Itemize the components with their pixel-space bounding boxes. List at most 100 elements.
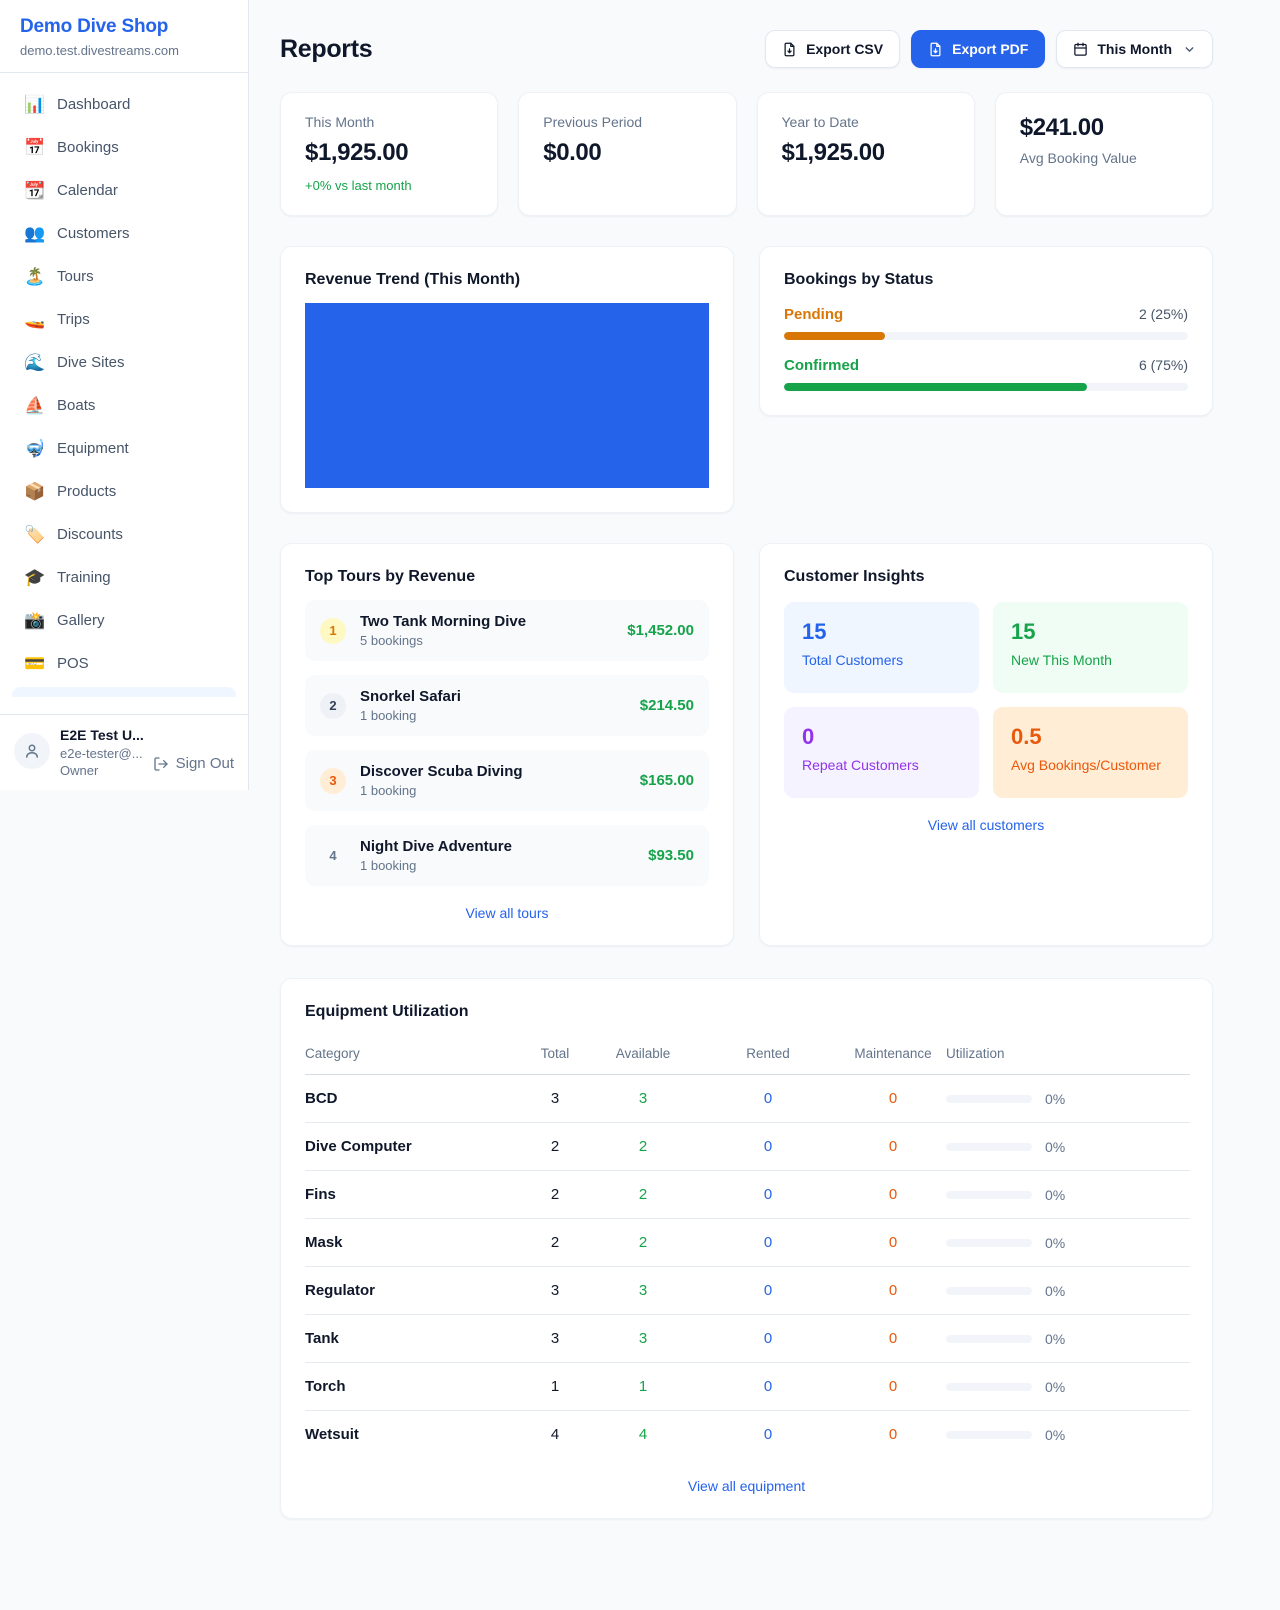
tile-label: New This Month (1011, 652, 1112, 668)
sidebar-item-label: Products (57, 483, 117, 500)
period-dropdown[interactable]: This Month (1056, 30, 1213, 68)
stat-value: $0.00 (543, 139, 602, 166)
sidebar-item-training[interactable]: 🎓 Training (12, 556, 236, 599)
cell-category: Mask (305, 1218, 520, 1267)
table-row: Dive Computer 2 2 0 0 0% (305, 1122, 1190, 1171)
tour-name: Two Tank Morning Dive (360, 613, 527, 630)
sidebar-item-gallery[interactable]: 📸 Gallery (12, 599, 236, 642)
tour-row: 1 Two Tank Morning Dive 5 bookings $1,452… (305, 600, 709, 661)
sidebar-item-label: POS (57, 655, 89, 672)
header-actions: Export CSV Export PDF This Month (765, 30, 1213, 68)
page-title: Reports (280, 34, 373, 63)
tour-row: 2 Snorkel Safari 1 booking $214.50 (305, 675, 709, 736)
table-row: Tank 3 3 0 0 0% (305, 1314, 1190, 1363)
progress-track (784, 332, 1188, 340)
user-email: e2e-tester@... (60, 746, 143, 761)
cell-available: 2 (590, 1170, 696, 1219)
tile-total-customers: 15 Total Customers (784, 602, 979, 693)
sidebar-item-equipment[interactable]: 🤿 Equipment (12, 427, 236, 470)
file-download-icon (930, 42, 941, 56)
export-pdf-label: Export PDF (952, 41, 1029, 57)
cell-rented: 0 (696, 1122, 840, 1171)
cell-maintenance: 0 (840, 1074, 946, 1123)
rank-badge: 4 (329, 848, 337, 863)
equipment-utilization-title: Equipment Utilization (305, 1003, 469, 1020)
person-icon (26, 744, 38, 758)
status-row-confirmed: Confirmed 6 (75%) (784, 357, 1188, 391)
cell-rented: 0 (696, 1170, 840, 1219)
tour-name: Night Dive Adventure (360, 838, 512, 855)
shop-domain: demo.test.divestreams.com (20, 43, 179, 58)
export-csv-button[interactable]: Export CSV (765, 30, 901, 68)
cell-category: Regulator (305, 1266, 520, 1315)
tour-name: Snorkel Safari (360, 688, 461, 705)
sidebar-item-reports-partial[interactable] (12, 687, 236, 697)
utilization-bar (946, 1382, 1032, 1391)
cell-total: 1 (520, 1362, 590, 1411)
sidebar-item-boats[interactable]: ⛵ Boats (12, 384, 236, 427)
view-all-equipment-link[interactable]: View all equipment (687, 1477, 806, 1494)
sidebar-item-dive-sites[interactable]: 🌊 Dive Sites (12, 341, 236, 384)
user-name: E2E Test U... (60, 727, 144, 743)
sidebar-item-products[interactable]: 📦 Products (12, 470, 236, 513)
cell-category: Wetsuit (305, 1426, 359, 1444)
tour-bookings: 1 booking (360, 708, 417, 723)
utilization-bar (946, 1430, 1032, 1439)
utilization-bar (946, 1142, 1032, 1151)
cell-maintenance: 0 (840, 1314, 946, 1363)
insights-row: Top Tours by Revenue 1 Two Tank Morning … (280, 543, 1213, 946)
stat-cards: This Month $1,925.00 +0% vs last month P… (280, 92, 1213, 216)
cell-available: 3 (590, 1266, 696, 1315)
sidebar-item-discounts[interactable]: 🏷️ Discounts (12, 513, 236, 556)
cell-available: 3 (590, 1074, 696, 1123)
bookings-icon: 📅 (24, 138, 46, 157)
top-tours-title: Top Tours by Revenue (305, 568, 476, 585)
revenue-trend-chart (305, 303, 709, 488)
stat-value: $241.00 (1019, 114, 1104, 141)
sidebar-item-trips[interactable]: 🚤 Trips (12, 298, 236, 341)
tile-new-this-month: 15 New This Month (993, 602, 1188, 693)
cell-maintenance: 0 (840, 1266, 946, 1315)
stat-value: $1,925.00 (781, 139, 886, 166)
bookings-by-status-card: Bookings by Status Pending 2 (25%) Confi… (759, 246, 1213, 416)
training-icon: 🎓 (24, 568, 46, 587)
sidebar-user-footer: E2E Test U... e2e-tester@... Owner Sign … (0, 714, 248, 790)
insight-tiles: 15 Total Customers 15 New This Month 0 R… (784, 602, 1188, 798)
tour-amount: $93.50 (648, 847, 694, 864)
cell-rented: 0 (696, 1218, 840, 1267)
rank-badge: 1 (320, 617, 346, 644)
customer-insights-card: Customer Insights 15 Total Customers 15 … (759, 543, 1213, 946)
table-row: Fins 2 2 0 0 0% (305, 1170, 1190, 1219)
discounts-icon: 🏷️ (24, 525, 46, 544)
sidebar-item-calendar[interactable]: 📆 Calendar (12, 169, 236, 212)
tour-amount: $165.00 (639, 772, 694, 789)
tour-bookings: 1 booking (360, 783, 417, 798)
tile-label: Repeat Customers (802, 757, 919, 773)
view-all-tours-link[interactable]: View all tours (465, 905, 549, 921)
sidebar-item-label: Bookings (57, 139, 119, 156)
view-all-customers-link[interactable]: View all customers (927, 817, 1045, 833)
status-value: 2 (25%) (1138, 306, 1188, 322)
sidebar-item-tours[interactable]: 🏝️ Tours (12, 255, 236, 298)
period-label: This Month (1097, 41, 1172, 57)
sidebar-item-label: Discounts (57, 526, 123, 543)
stat-label: Year to Date (781, 114, 859, 130)
sidebar-item-dashboard[interactable]: 📊 Dashboard (12, 83, 236, 126)
sidebar-item-label: Training (57, 569, 111, 586)
user-role: Owner (60, 763, 99, 778)
cell-utilization: 0% (946, 1266, 1190, 1315)
cell-category: Fins (305, 1170, 520, 1219)
sign-out-label: Sign Out (175, 755, 234, 772)
cell-utilization: 0% (946, 1122, 1190, 1171)
export-pdf-button[interactable]: Export PDF (911, 30, 1046, 68)
sidebar-item-bookings[interactable]: 📅 Bookings (12, 126, 236, 169)
sidebar-item-customers[interactable]: 👥 Customers (12, 212, 236, 255)
col-available: Available (590, 1036, 696, 1075)
table-row: Wetsuit 4 4 0 0 0% (305, 1411, 1190, 1459)
cell-utilization: 0% (946, 1411, 1190, 1459)
table-row: Regulator 3 3 0 0 0% (305, 1266, 1190, 1315)
stat-year-to-date: Year to Date $1,925.00 (756, 92, 975, 216)
user-info: E2E Test U... e2e-tester@... Owner (60, 727, 144, 778)
sidebar-item-pos[interactable]: 💳 POS (12, 642, 236, 685)
sign-out-button[interactable]: Sign Out (153, 749, 234, 778)
